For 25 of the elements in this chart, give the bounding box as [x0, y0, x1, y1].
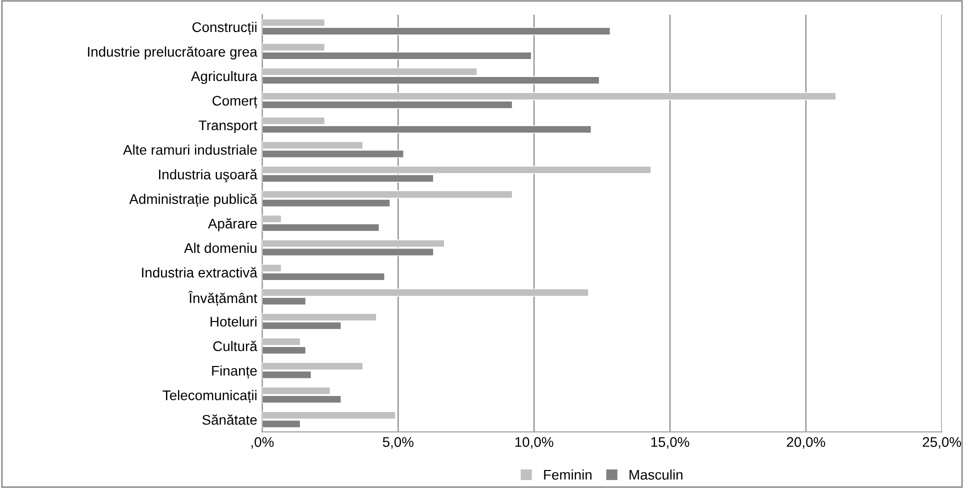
y-tick-label: Cultură [213, 340, 258, 352]
y-tick-label: Agricultura [190, 70, 258, 84]
x-tick-label: 25,0% [922, 437, 962, 449]
x-tick-label: 10,0% [515, 437, 554, 449]
y-tick-label: Administrație publică [129, 194, 258, 207]
y-tick-label: Hoteluri [210, 316, 256, 327]
y-tick-label: Comerț [212, 96, 258, 108]
x-tick-label: 20,0% [786, 437, 826, 449]
y-tick-label: Sănătate [202, 414, 257, 425]
x-tick-label: 15,0% [651, 437, 690, 449]
y-tick-label: Alte ramuri industriale [123, 144, 257, 155]
x-tick-label: ,0% [251, 437, 274, 449]
y-tick-label: Apărare [208, 218, 257, 232]
legend-label: Feminin [544, 469, 592, 480]
y-tick-label: Finanțe [212, 365, 257, 378]
y-tick-label: Transport [198, 120, 258, 133]
y-tick-label: Alt domeniu [184, 242, 256, 253]
y-tick-label: Industrie prelucrătoare grea [88, 46, 258, 60]
y-tick-label: Învățământ [188, 290, 258, 306]
y-tick-label: Construcții [192, 22, 256, 35]
y-tick-label: Industria extractivă [142, 267, 258, 278]
y-tick-label: Industria uşoară [159, 169, 258, 182]
legend-label: Masculin [630, 469, 682, 480]
y-tick-label: Telecomunicații [162, 390, 256, 404]
x-tick-label: 5,0% [382, 437, 414, 449]
